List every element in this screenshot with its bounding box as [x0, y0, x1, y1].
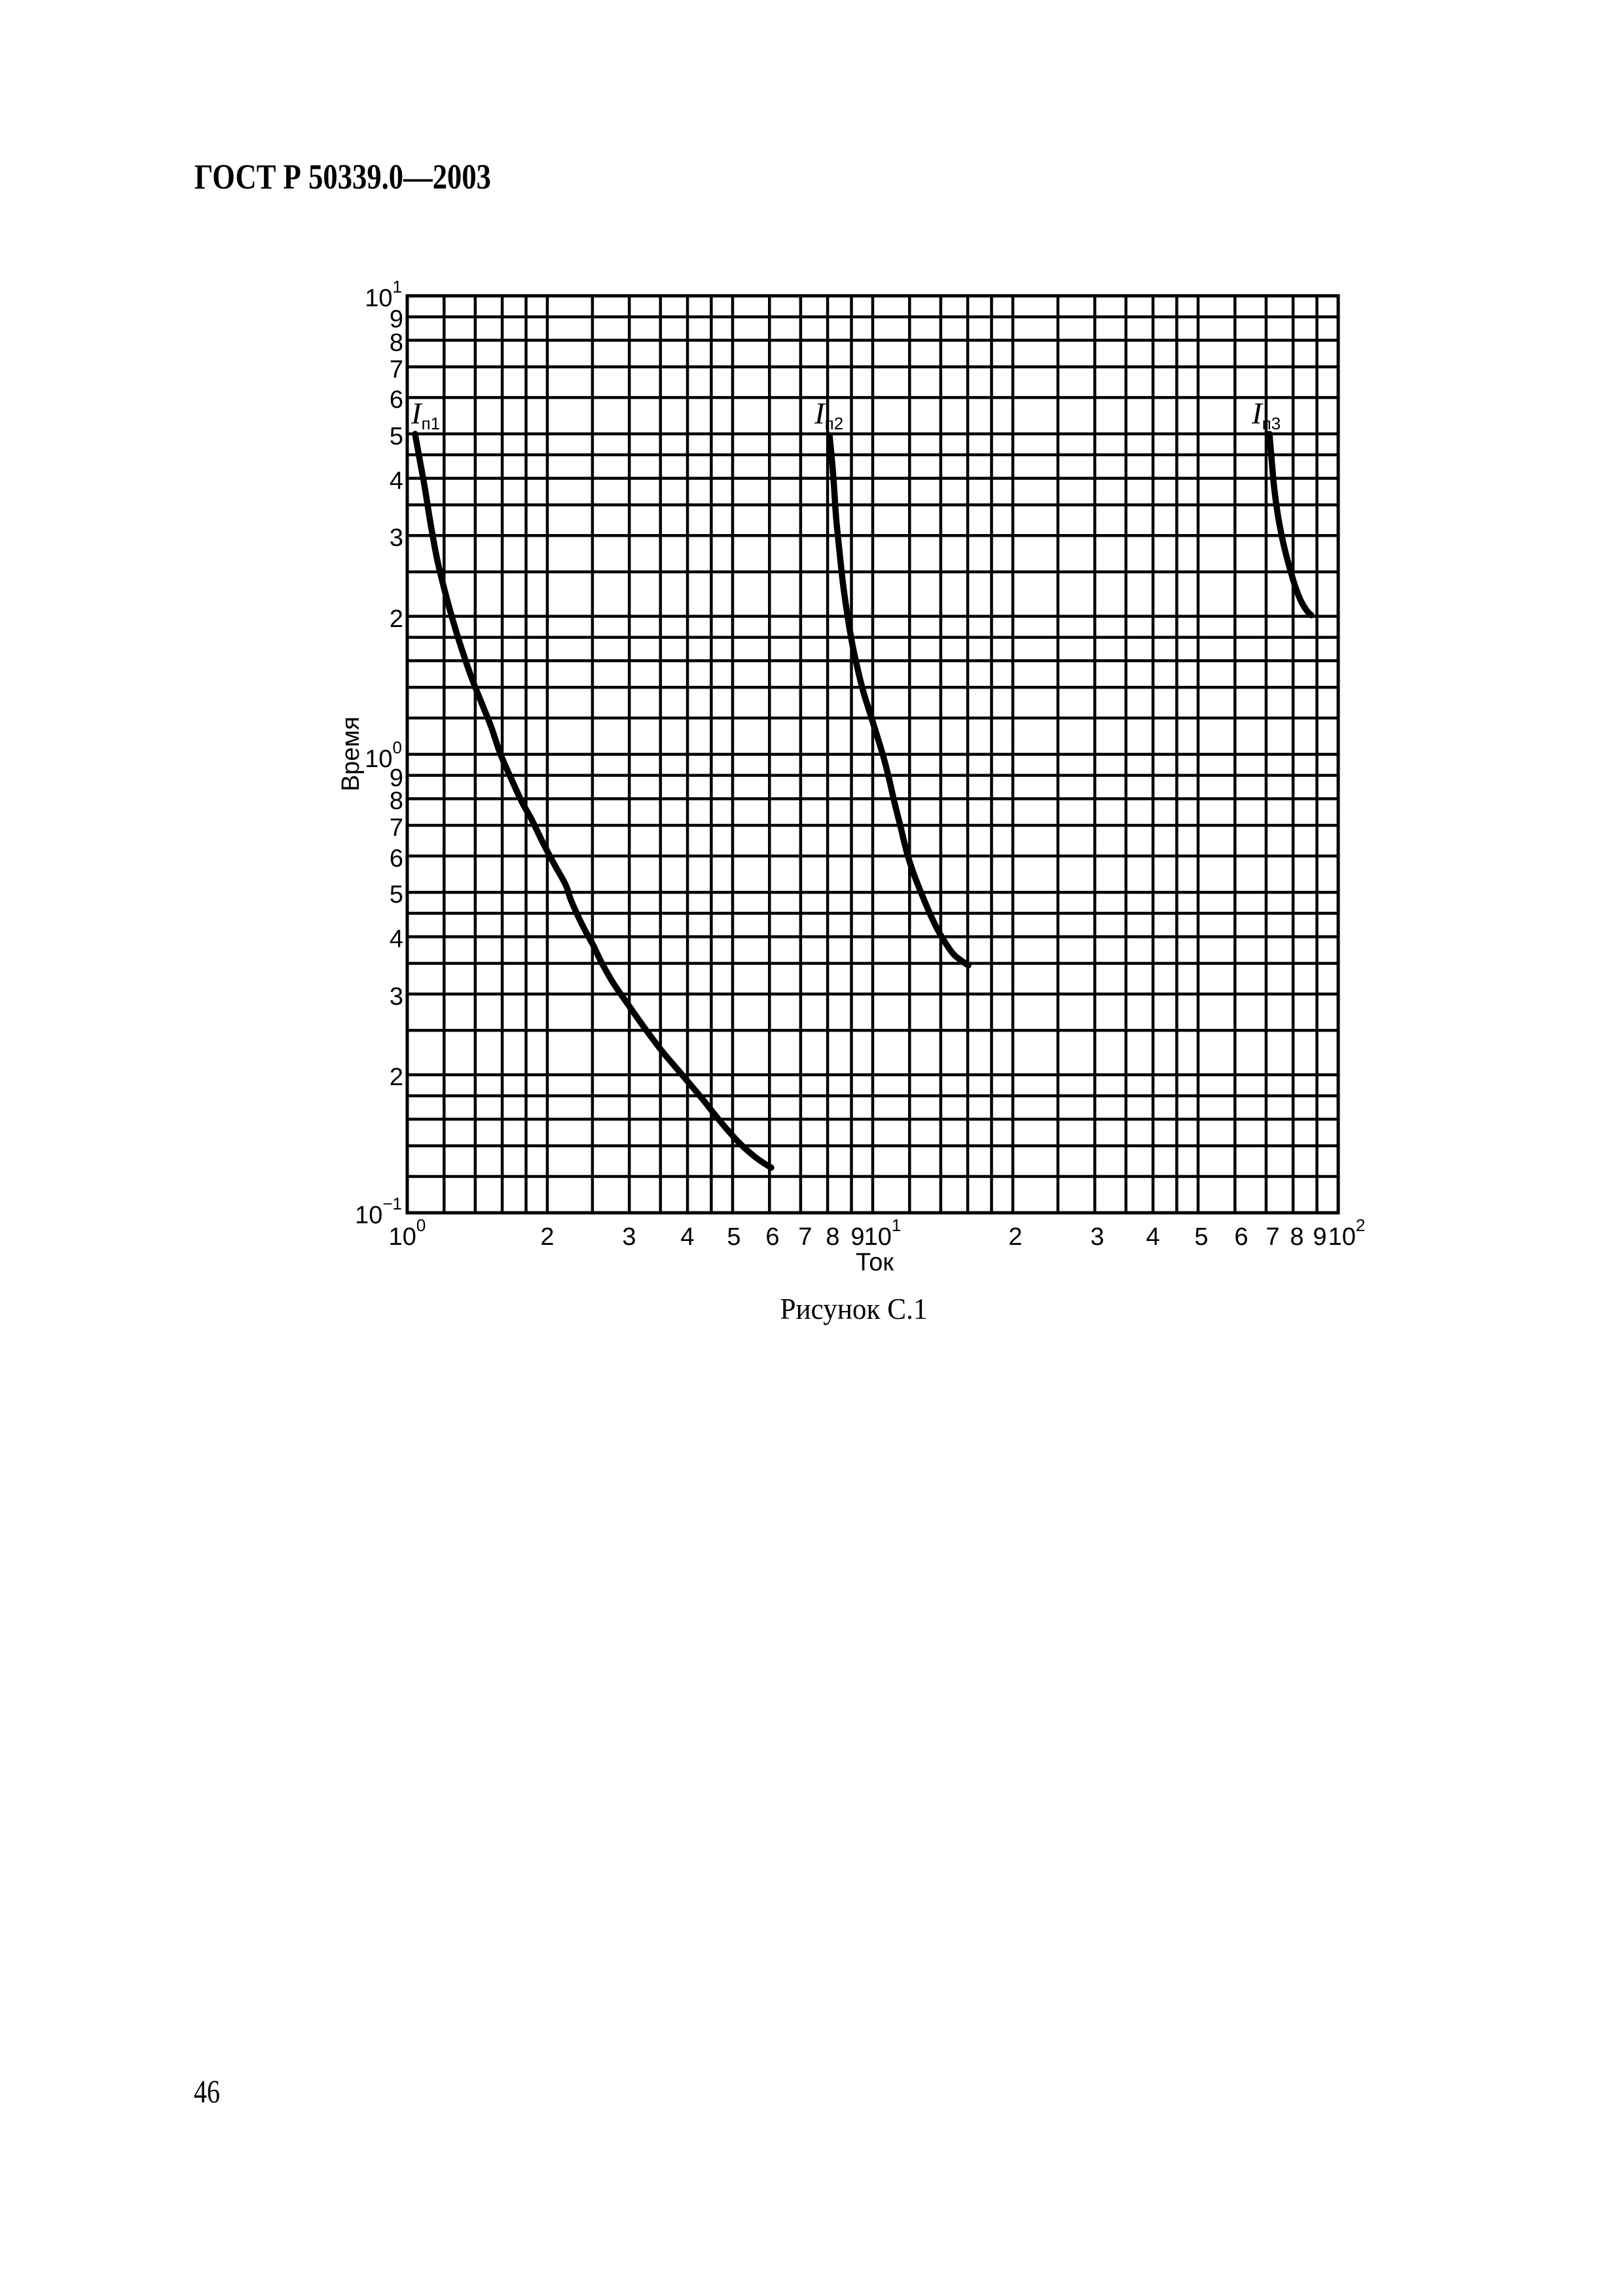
svg-text:7: 7 — [390, 814, 403, 842]
svg-text:2: 2 — [390, 605, 403, 633]
svg-text:9: 9 — [390, 306, 403, 333]
svg-text:6: 6 — [765, 1223, 779, 1251]
svg-text:4: 4 — [390, 467, 403, 495]
svg-text:5: 5 — [390, 423, 403, 450]
svg-text:5: 5 — [1194, 1223, 1208, 1251]
svg-text:3: 3 — [390, 524, 403, 552]
svg-text:Время: Время — [337, 717, 365, 791]
svg-text:3: 3 — [1090, 1223, 1104, 1251]
svg-text:46: 46 — [194, 2073, 220, 2109]
svg-text:3: 3 — [390, 983, 403, 1011]
svg-text:9: 9 — [850, 1223, 864, 1251]
svg-text:8: 8 — [826, 1223, 839, 1251]
svg-text:2: 2 — [390, 1064, 403, 1091]
svg-text:5: 5 — [390, 881, 403, 908]
svg-text:2: 2 — [1008, 1223, 1022, 1251]
svg-text:4: 4 — [680, 1223, 694, 1251]
svg-text:4: 4 — [390, 925, 403, 953]
svg-text:8: 8 — [1290, 1223, 1304, 1251]
svg-text:6: 6 — [390, 845, 403, 872]
svg-text:2: 2 — [540, 1223, 554, 1251]
svg-text:7: 7 — [798, 1223, 812, 1251]
svg-text:Рисунок С.1: Рисунок С.1 — [780, 1292, 928, 1325]
svg-text:7: 7 — [390, 356, 403, 384]
svg-text:4: 4 — [1146, 1223, 1159, 1251]
svg-text:9: 9 — [390, 764, 403, 792]
svg-text:3: 3 — [622, 1223, 636, 1251]
svg-text:7: 7 — [1266, 1223, 1279, 1251]
svg-text:5: 5 — [727, 1223, 740, 1251]
svg-text:6: 6 — [390, 386, 403, 414]
svg-text:ГОСТ Р 50339.0—2003: ГОСТ Р 50339.0—2003 — [194, 157, 491, 196]
svg-text:6: 6 — [1234, 1223, 1248, 1251]
svg-text:9: 9 — [1313, 1223, 1326, 1251]
svg-text:8: 8 — [390, 329, 403, 357]
svg-text:Ток: Ток — [856, 1249, 894, 1276]
svg-text:Iп1: Iп1 — [410, 397, 440, 433]
svg-text:8: 8 — [390, 787, 403, 815]
